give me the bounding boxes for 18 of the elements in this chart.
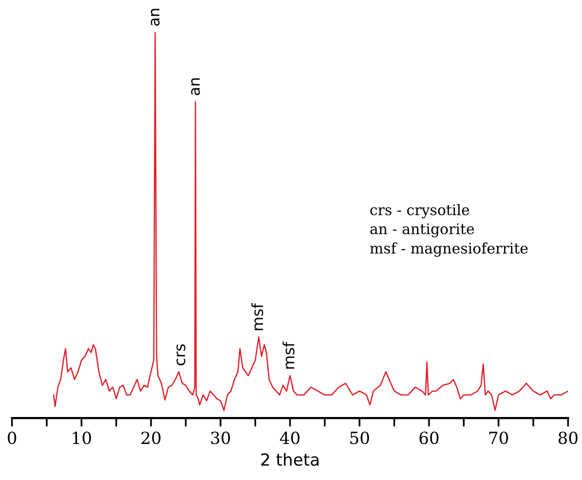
x-tick-label: 70 <box>489 432 508 444</box>
annotation: msf - magnesioferrite <box>370 242 528 257</box>
x-tick-label: 80 <box>558 432 578 444</box>
x-tick-label: 50 <box>350 432 370 444</box>
annotation: an <box>191 78 200 96</box>
x-axis-title: 2 theta <box>261 452 318 466</box>
annotation: crs <box>176 344 186 366</box>
x-tick-label: 10 <box>72 432 91 444</box>
x-tick-label: 30 <box>211 432 230 444</box>
annotation: an <box>150 8 160 26</box>
annotation: crs - crysotile <box>370 204 470 218</box>
x-tick-label: 20 <box>142 432 160 444</box>
x-tick-label: 0 <box>8 432 16 444</box>
x-tick-label: 40 <box>280 432 300 444</box>
x-tick-label: 60 <box>420 432 439 444</box>
annotation: msf <box>251 302 264 330</box>
annotation: msf <box>282 342 294 369</box>
annotation: an - antigorite <box>370 223 474 238</box>
